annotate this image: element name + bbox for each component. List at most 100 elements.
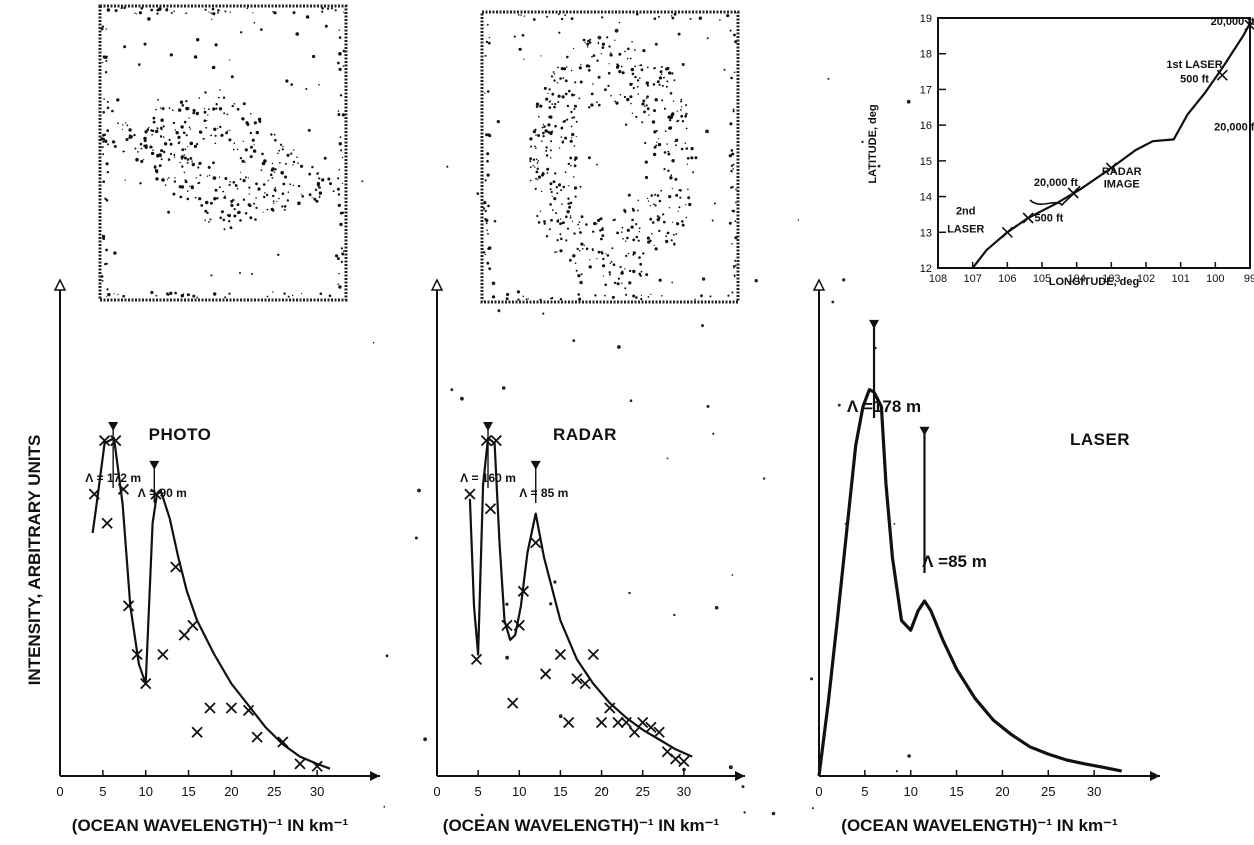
speckle-dot xyxy=(638,256,641,259)
speckle-dot xyxy=(208,221,210,223)
speckle-dot xyxy=(532,18,536,21)
speckle-dot xyxy=(626,237,629,240)
speckle-dot xyxy=(151,133,153,136)
speckle-dot xyxy=(598,103,601,107)
speckle-dot xyxy=(100,27,104,31)
speckle-dot xyxy=(624,287,627,290)
speckle-dot xyxy=(180,125,184,129)
radar-speckle xyxy=(483,12,738,301)
speckle-dot xyxy=(121,128,124,130)
speckle-dot xyxy=(101,25,105,28)
speckle-dot xyxy=(252,149,257,153)
x-tick-label: 10 xyxy=(138,784,152,799)
speckle-dot xyxy=(217,127,219,129)
noise-dot xyxy=(837,403,841,407)
speckle-dot xyxy=(224,177,228,180)
speckle-dot xyxy=(597,75,601,79)
speckle-dot xyxy=(222,191,224,193)
speckle-dot xyxy=(173,10,175,13)
speckle-dot xyxy=(673,12,677,16)
speckle-dot xyxy=(338,272,340,275)
speckle-dot xyxy=(213,197,217,201)
speckle-dot xyxy=(326,7,330,10)
speckle-dot xyxy=(217,9,220,12)
speckle-dot xyxy=(660,189,663,192)
y-axis-arrow xyxy=(430,278,444,291)
speckle-dot xyxy=(250,145,253,149)
speckle-dot xyxy=(198,130,203,134)
speckle-dot xyxy=(728,154,732,158)
speckle-dot xyxy=(637,209,639,212)
speckle-dot xyxy=(729,29,732,32)
speckle-dot xyxy=(679,196,682,199)
data-point-x-marker xyxy=(311,760,323,772)
map-y-tick-label: 12 xyxy=(920,263,932,275)
speckle-dot xyxy=(607,71,611,75)
noise-dot xyxy=(797,219,800,221)
speckle-dot xyxy=(172,121,176,125)
speckle-dot xyxy=(565,66,568,68)
speckle-dot xyxy=(282,182,286,186)
speckle-dot xyxy=(663,220,666,224)
speckle-dot xyxy=(239,272,241,274)
speckle-dot xyxy=(101,234,106,238)
speckle-dot xyxy=(549,182,553,186)
speckle-dot xyxy=(224,296,227,299)
speckle-dot xyxy=(224,10,227,13)
speckle-dot xyxy=(339,222,343,227)
speckle-dot xyxy=(539,104,543,108)
speckle-dot xyxy=(583,244,585,246)
speckle-dot xyxy=(496,120,500,124)
speckle-dot xyxy=(140,159,144,163)
speckle-dot xyxy=(161,178,165,182)
speckle-dot xyxy=(654,193,657,196)
speckle-dot xyxy=(282,145,284,148)
speckle-dot xyxy=(338,67,342,71)
speckle-dot xyxy=(542,135,545,138)
speckle-dot xyxy=(637,239,640,242)
speckle-dot xyxy=(321,178,325,182)
speckle-dot xyxy=(556,251,558,253)
speckle-dot xyxy=(165,292,169,296)
speckle-dot xyxy=(635,235,639,239)
speckle-dot xyxy=(642,252,645,255)
data-point-x-marker xyxy=(170,561,182,573)
speckle-dot xyxy=(102,153,105,156)
radar-spectrum-chart: 0 5 10 15 20 25 30 RADAR (OCEAN WAVELENGTH)⁻¹ IN… xyxy=(430,278,745,835)
noise-dot xyxy=(608,45,611,48)
speckle-dot xyxy=(570,137,573,139)
speckle-dot xyxy=(170,152,173,155)
speckle-dot xyxy=(535,177,537,180)
speckle-dot xyxy=(266,208,269,211)
speckle-dot xyxy=(604,283,607,287)
speckle-dot xyxy=(734,259,737,262)
speckle-dot xyxy=(620,65,623,68)
speckle-dot xyxy=(113,293,115,295)
noise-dot xyxy=(706,404,710,408)
speckle-dot xyxy=(341,182,343,184)
speckle-dot xyxy=(727,294,730,297)
map-x-tick-label: 104 xyxy=(1067,273,1085,285)
speckle-dot xyxy=(246,7,249,10)
peak-annotation: Λ =178 m xyxy=(847,397,921,416)
speckle-dot xyxy=(645,104,648,107)
speckle-dot xyxy=(635,115,638,118)
speckle-dot xyxy=(206,120,208,122)
speckle-dot xyxy=(337,177,340,180)
speckle-dot xyxy=(255,130,259,135)
speckle-dot xyxy=(203,108,206,110)
map-x-marker xyxy=(1001,226,1013,238)
speckle-dot xyxy=(545,146,548,149)
speckle-dot xyxy=(574,156,578,160)
noise-dot xyxy=(831,300,835,304)
speckle-dot xyxy=(483,207,486,210)
speckle-dot xyxy=(301,195,305,198)
speckle-dot xyxy=(212,12,216,16)
speckle-dot xyxy=(253,144,255,146)
speckle-dot xyxy=(731,185,734,189)
speckle-dot xyxy=(128,128,132,132)
speckle-dot xyxy=(522,295,525,298)
speckle-dot xyxy=(627,252,630,255)
speckle-dot xyxy=(237,210,241,214)
speckle-dot xyxy=(174,129,177,131)
